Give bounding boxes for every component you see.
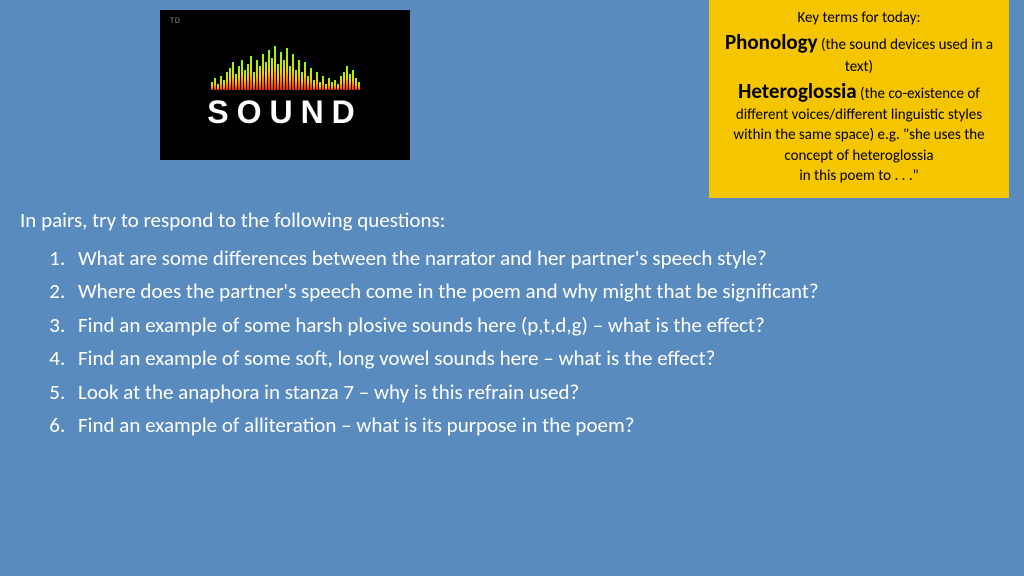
intro-text: In pairs, try to respond to the followin… [20,205,1004,237]
term-phonology: Phonology [725,29,818,55]
question-item: Where does the partner's speech come in … [70,276,1004,308]
sound-main-text: SOUND [207,94,363,131]
question-item: Find an example of alliteration – what i… [70,410,1004,442]
question-item: Look at the anaphora in stanza 7 – why i… [70,377,1004,409]
key-terms-header: Key terms for today: [719,8,999,28]
sound-image: TD SOUND [160,10,410,160]
main-content: In pairs, try to respond to the followin… [20,205,1004,444]
key-term-2-line: Heteroglossia (the co-existence of diffe… [719,77,999,166]
question-item: What are some differences between the na… [70,243,1004,275]
question-item: Find an example of some soft, long vowel… [70,343,1004,375]
questions-list: What are some differences between the na… [20,243,1004,442]
def-heteroglossia-b: in this poem to . . ." [719,166,999,186]
question-item: Find an example of some harsh plosive so… [70,310,1004,342]
def-phonology: (the sound devices used in a text) [818,36,993,75]
key-term-1-line: Phonology (the sound devices used in a t… [719,28,999,77]
waveform [175,40,395,90]
key-terms-box: Key terms for today: Phonology (the soun… [709,0,1009,198]
term-heteroglossia: Heteroglossia [738,78,856,104]
sound-small-label: TD [170,16,181,26]
